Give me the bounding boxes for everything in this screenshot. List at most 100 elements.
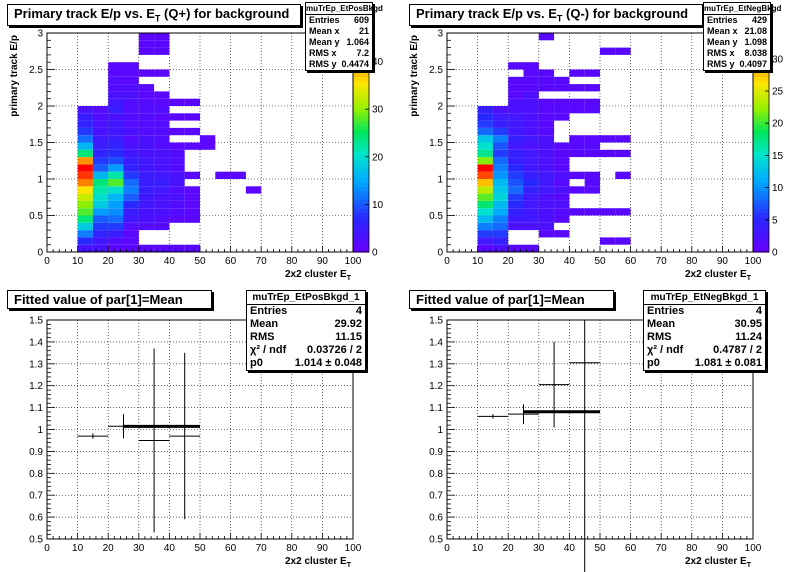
stats-key: RMS x	[309, 48, 337, 58]
heatmap-cell	[538, 120, 555, 128]
x-tick-label: 100	[745, 256, 762, 267]
y-tick-label: 1.1	[29, 403, 43, 414]
heatmap-cell	[108, 244, 124, 252]
heatmap-cell	[108, 164, 124, 172]
y-tick-label: 0	[437, 248, 443, 259]
x-tick-label: 20	[103, 256, 115, 267]
stats-key: p0	[647, 357, 660, 369]
heatmap-cell	[154, 142, 170, 150]
x-tick-label: 20	[103, 543, 115, 554]
heatmap-cell	[123, 200, 139, 209]
y-tick-label: 0.7	[429, 491, 443, 502]
heatmap-cell	[477, 200, 493, 209]
heatmap-cell	[123, 208, 139, 216]
y-axis-label: primary track E/p	[409, 35, 420, 117]
color-scale-band	[353, 181, 369, 187]
heatmap-cell	[169, 193, 185, 201]
plot-title: Fitted value of par[1]=Mean	[409, 290, 614, 309]
x-tick-label: 0	[44, 543, 50, 554]
heatmap-cell	[77, 149, 93, 158]
stats-key: Entries	[647, 305, 685, 317]
heatmap-cell	[584, 69, 600, 77]
x-tick-label: 10	[472, 543, 484, 554]
heatmap-cell	[569, 208, 585, 216]
heatmap-cell	[77, 106, 93, 114]
stats-key: Entries	[707, 15, 738, 25]
heatmap-cell	[538, 186, 555, 194]
heatmap-cell	[154, 149, 170, 158]
color-scale-band	[753, 81, 769, 87]
color-scale-band	[753, 181, 769, 187]
heatmap-cell	[108, 200, 124, 209]
heatmap-cell	[154, 47, 170, 55]
heatmap-cell	[138, 113, 155, 121]
heatmap-cell	[477, 120, 493, 128]
color-scale-label: 20	[372, 152, 384, 163]
heatmap-cell	[184, 244, 200, 252]
color-scale-band	[353, 234, 369, 240]
y-tick-label: 1	[437, 425, 443, 436]
heatmap-cell	[154, 127, 170, 136]
y-tick-label: 0.6	[29, 513, 43, 524]
color-scale-band	[753, 208, 769, 214]
y-tick-label: 1.2	[29, 381, 43, 392]
color-scale-band	[753, 133, 769, 139]
heatmap-cell	[154, 33, 170, 41]
heatmap-cell	[508, 106, 524, 114]
stats-box: muTrEp_EtNegBkgd Entries 429 Mean x 21.08 Mea…	[703, 2, 781, 71]
color-scale-band	[353, 186, 369, 192]
heatmap-cell	[554, 208, 570, 216]
color-scale-band	[353, 173, 369, 179]
heatmap-cell	[92, 237, 109, 245]
heatmap-cell	[508, 164, 524, 172]
heatmap-cell	[508, 113, 524, 121]
heatmap-cell	[138, 208, 155, 216]
stats-value: 1.081 ± 0.081	[694, 357, 762, 369]
heatmap-cell	[538, 84, 555, 92]
heatmap-cell	[508, 127, 524, 136]
color-scale-band	[753, 177, 769, 183]
heatmap-cell	[154, 120, 170, 128]
color-scale-band	[353, 203, 369, 209]
color-scale-band	[353, 151, 369, 157]
heatmap-cell	[492, 179, 509, 187]
heatmap-cell	[523, 69, 539, 77]
color-scale-band	[753, 225, 769, 231]
stats-value: 21	[358, 26, 369, 36]
x-tick-label: 10	[72, 256, 84, 267]
heatmap-cell	[169, 186, 185, 194]
color-scale-band	[753, 111, 769, 117]
heatmap-cell	[523, 200, 539, 209]
color-scale-band	[353, 89, 369, 95]
heatmap-cell	[123, 91, 139, 99]
heatmap-cell	[184, 142, 200, 150]
heatmap-cell	[108, 193, 124, 201]
stats-key: p0	[250, 357, 263, 369]
color-scale-label: 20	[772, 119, 784, 130]
color-scale-band	[753, 138, 769, 144]
heatmap-cell	[600, 208, 616, 216]
heatmap-cell	[108, 186, 124, 194]
y-tick-label: 2.5	[29, 65, 43, 76]
color-scale-label: 30	[372, 105, 384, 116]
heatmap-cell	[108, 76, 124, 85]
heatmap-cell	[77, 208, 93, 216]
x-tick-label: 0	[44, 256, 50, 267]
heatmap-cell	[138, 106, 155, 114]
heatmap-cell	[523, 222, 539, 231]
stats-key: Mean y	[309, 37, 340, 47]
heatmap-cell	[569, 186, 585, 194]
heatmap-cell	[123, 164, 139, 172]
heatmap-cell	[92, 244, 109, 252]
color-scale-band	[753, 168, 769, 174]
heatmap-cell	[584, 186, 600, 194]
heatmap-cell	[123, 149, 139, 158]
heatmap-cell	[477, 113, 493, 121]
x-tick-label: 70	[656, 256, 668, 267]
heatmap-cell	[92, 127, 109, 136]
y-tick-label: 1.5	[429, 138, 443, 149]
y-tick-label: 1.3	[429, 359, 443, 370]
x-tick-label: 30	[533, 256, 545, 267]
heatmap-cell	[169, 98, 185, 106]
x-tick-label: 0	[444, 543, 450, 554]
